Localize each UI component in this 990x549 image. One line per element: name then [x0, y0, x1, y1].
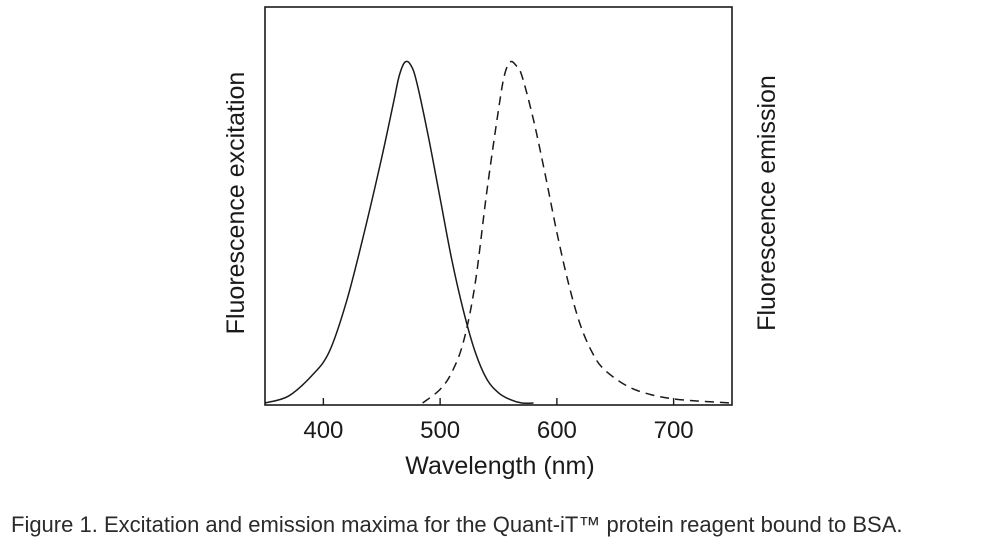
y-axis-title-left: Fluorescence excitation	[222, 72, 250, 335]
excitation-curve	[264, 60, 534, 405]
x-tick-label: 600	[537, 417, 577, 444]
x-tick-label: 700	[654, 417, 694, 444]
figure-caption: Figure 1. Excitation and emission maxima…	[11, 512, 902, 538]
y-axis-title-right: Fluorescence emission	[753, 75, 781, 331]
x-axis-title: Wavelength (nm)	[405, 452, 594, 480]
x-tick-label: 400	[303, 417, 343, 444]
caption-label: Figure 1.	[11, 512, 98, 537]
x-axis-ticks: 400 500 600 700	[303, 398, 694, 444]
emission-curve	[422, 60, 733, 404]
plot-frame	[264, 6, 733, 406]
caption-text: Excitation and emission maxima for the Q…	[97, 512, 903, 537]
plot-layer	[264, 60, 733, 405]
x-tick-label: 500	[420, 417, 460, 444]
